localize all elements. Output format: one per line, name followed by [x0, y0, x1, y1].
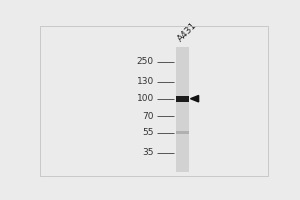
Text: 100: 100	[136, 94, 154, 103]
Text: 130: 130	[136, 77, 154, 86]
Text: 35: 35	[142, 148, 154, 157]
Polygon shape	[190, 95, 199, 102]
Text: 70: 70	[142, 112, 154, 121]
Text: 55: 55	[142, 128, 154, 137]
Bar	[176, 47, 189, 172]
Text: 250: 250	[136, 57, 154, 66]
Bar	[176, 96, 189, 102]
Bar	[176, 131, 189, 134]
Text: A431: A431	[176, 20, 199, 43]
